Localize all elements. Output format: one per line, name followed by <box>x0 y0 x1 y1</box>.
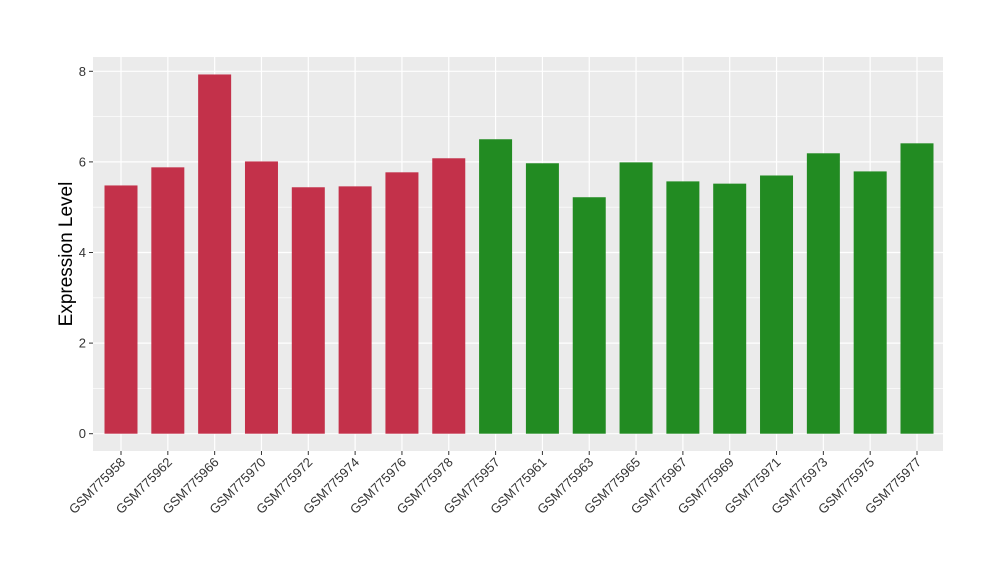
bar-GSM775975 <box>853 171 887 434</box>
bar-GSM775973 <box>806 153 840 434</box>
y-axis: 0 2 4 6 8 <box>79 64 93 441</box>
bar-GSM775976 <box>385 172 419 434</box>
plot-panel <box>93 57 943 451</box>
bar-GSM775977 <box>900 143 934 434</box>
bar-GSM775969 <box>713 183 747 434</box>
bar-GSM775972 <box>291 187 325 434</box>
bar-GSM775958 <box>104 185 138 434</box>
y-tick-label: 8 <box>79 64 86 79</box>
x-axis: GSM775958GSM775962GSM775966GSM775970GSM7… <box>66 451 924 517</box>
bar-GSM775961 <box>525 163 559 434</box>
y-tick-label: 0 <box>79 426 86 441</box>
bar-GSM775974 <box>338 186 372 434</box>
bar-GSM775978 <box>432 158 466 434</box>
y-axis-label: Expression Level <box>56 182 77 327</box>
bar-GSM775963 <box>572 197 606 434</box>
bar-GSM775971 <box>760 175 794 434</box>
bar-GSM775970 <box>244 161 278 434</box>
y-tick-label: 2 <box>79 336 86 351</box>
y-tick-label: 6 <box>79 154 86 169</box>
bar-GSM775962 <box>151 167 185 434</box>
bars <box>104 74 934 434</box>
bar-GSM775967 <box>666 181 700 434</box>
y-tick-label: 4 <box>79 245 86 260</box>
bar-GSM775965 <box>619 162 653 434</box>
bar-GSM775957 <box>479 139 513 434</box>
bar-GSM775966 <box>198 74 232 434</box>
